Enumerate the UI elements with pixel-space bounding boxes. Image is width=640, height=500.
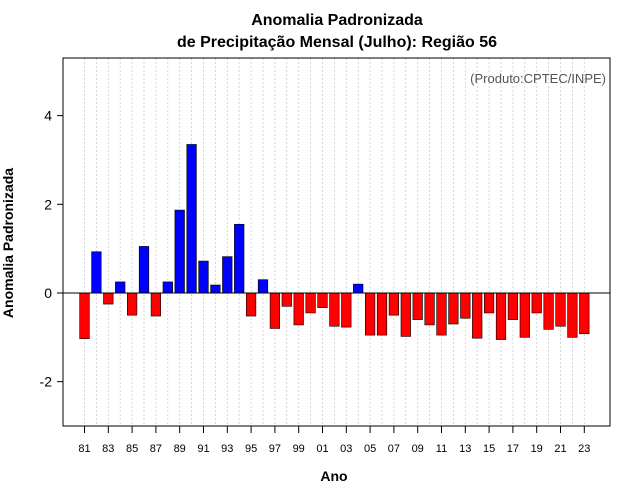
bar-91 (198, 260, 209, 294)
bar-95 (246, 292, 257, 317)
x-tick-label: 05 (364, 443, 376, 455)
y-tick-label: 2 (44, 196, 52, 212)
chart-title-line2: de Precipitação Mensal (Julho): Região 5… (177, 34, 497, 51)
x-axis-label: Ano (320, 468, 347, 484)
bar-96 (257, 279, 269, 294)
bar-92 (210, 284, 221, 294)
bar-98 (281, 292, 292, 307)
bar-13 (460, 292, 471, 319)
bar-97 (269, 292, 281, 329)
grid-layer (84, 58, 585, 426)
bar-18 (519, 292, 530, 338)
bar-99 (293, 292, 304, 326)
bar-11 (436, 292, 447, 336)
bar-05 (364, 292, 376, 336)
bar-03 (341, 292, 352, 328)
bar-87 (150, 292, 162, 317)
x-tick-label: 19 (531, 443, 543, 455)
bar-10 (424, 292, 435, 326)
bar-22 (567, 292, 578, 338)
x-tick-label: 13 (459, 443, 471, 455)
bar-04 (353, 283, 364, 294)
x-tick-label: 89 (174, 443, 186, 455)
bar-93 (222, 256, 233, 294)
bar-15 (483, 292, 495, 314)
bar-02 (329, 292, 340, 327)
x-tick-label: 93 (221, 443, 233, 455)
x-tick-label: 03 (340, 443, 352, 455)
bar-01 (317, 292, 328, 308)
x-tick-label: 87 (150, 443, 162, 455)
x-tick-label: 85 (126, 443, 138, 455)
chart-title-line1: Anomalia Padronizada (251, 12, 423, 29)
x-tick-label: 97 (269, 443, 281, 455)
y-tick-label: 4 (44, 108, 52, 124)
y-axis: -2 0 2 4 (40, 108, 63, 390)
x-tick-label: 21 (554, 443, 566, 455)
y-tick-label: 0 (44, 285, 52, 301)
x-tick-label: 01 (316, 443, 328, 455)
bar-84 (115, 281, 126, 294)
bar-08 (400, 292, 411, 337)
bar-94 (234, 223, 245, 294)
x-tick-label: 07 (388, 443, 400, 455)
bar-83 (103, 292, 114, 305)
x-axis: 81 83 85 87 89 91 93 95 97 99 01 03 05 07 09 11 13 15 17 19… (78, 426, 590, 455)
x-tick-label: 81 (78, 443, 90, 455)
bar-81 (79, 292, 90, 339)
bar-82 (91, 251, 102, 294)
source-note: (Produto:CPTEC/INPE) (470, 71, 606, 86)
bar-20 (543, 292, 554, 330)
bar-14 (472, 292, 483, 339)
bar-09 (412, 292, 423, 320)
x-tick-label: 83 (102, 443, 114, 455)
bar-19 (531, 292, 542, 314)
x-tick-label: 17 (507, 443, 519, 455)
bar-90 (186, 144, 197, 294)
bar-00 (305, 292, 316, 314)
bar-85 (127, 292, 138, 316)
bar-06 (376, 292, 388, 336)
x-tick-label: 15 (483, 443, 495, 455)
x-tick-label: 09 (412, 443, 424, 455)
y-axis-label: Anomalia Padronizada (0, 168, 16, 318)
bar-21 (555, 292, 566, 327)
bar-86 (138, 246, 150, 294)
x-tick-label: 95 (245, 443, 257, 455)
x-tick-label: 91 (197, 443, 209, 455)
bar-12 (448, 292, 459, 325)
bar-07 (388, 292, 400, 316)
bars-layer (79, 144, 590, 340)
bar-16 (495, 292, 507, 340)
bar-17 (507, 292, 519, 320)
x-tick-label: 99 (293, 443, 305, 455)
y-tick-label: -2 (40, 374, 53, 390)
plot-frame (62, 57, 611, 427)
bar-88 (162, 281, 173, 294)
bar-23 (579, 292, 590, 335)
x-tick-label: 23 (578, 443, 590, 455)
x-tick-label: 11 (436, 443, 447, 455)
bar-89 (174, 209, 185, 294)
